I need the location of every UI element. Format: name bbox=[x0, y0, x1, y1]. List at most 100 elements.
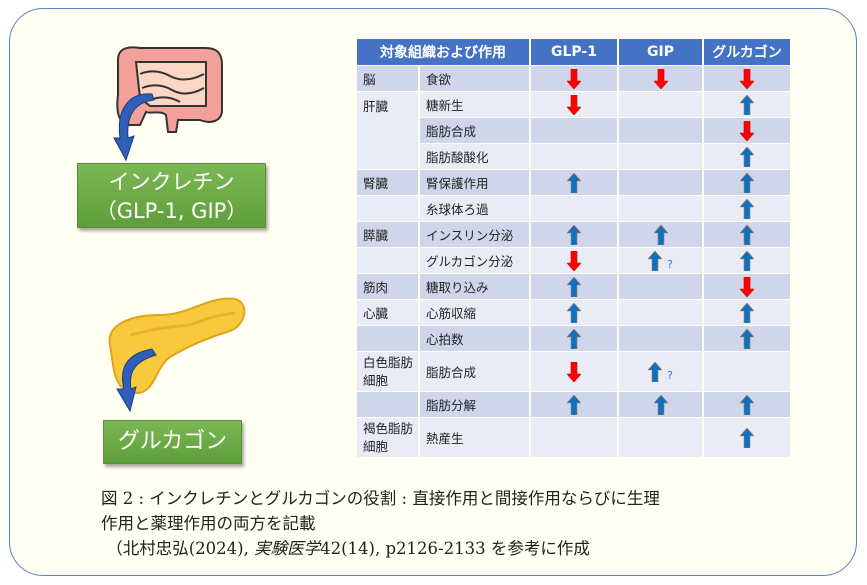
gip-effect-cell bbox=[619, 300, 702, 325]
glucagon-effect-cell bbox=[704, 248, 790, 273]
reference-details: 42(14), p2126-2133 を参考に作成 bbox=[320, 539, 590, 558]
glp1-effect-cell bbox=[531, 196, 617, 221]
organ-cell: 白色脂肪細胞 bbox=[357, 352, 418, 391]
down-arrow-icon bbox=[739, 68, 755, 89]
organ-cell bbox=[357, 392, 418, 417]
glucagon-effect-cell bbox=[704, 196, 790, 221]
down-arrow-icon bbox=[739, 276, 755, 297]
up-arrow-icon bbox=[566, 394, 582, 415]
glp1-effect-cell bbox=[531, 392, 617, 417]
up-arrow-icon bbox=[566, 224, 582, 245]
gip-effect-cell: ? bbox=[619, 248, 702, 273]
organ-cell bbox=[357, 326, 418, 351]
action-cell: 糸球体ろ過 bbox=[420, 196, 529, 221]
up-arrow-icon bbox=[739, 224, 755, 245]
glp1-effect-cell bbox=[531, 66, 617, 91]
action-cell: 心拍数 bbox=[420, 326, 529, 351]
glucagon-effect-cell bbox=[704, 326, 790, 351]
gip-effect-cell bbox=[619, 170, 702, 195]
organ-cell: 心臓 bbox=[357, 300, 418, 325]
glp1-effect-cell bbox=[531, 144, 617, 169]
glucagon-effect-cell bbox=[704, 66, 790, 91]
up-arrow-icon bbox=[566, 172, 582, 193]
table-row: 脂肪酸酸化 bbox=[357, 144, 790, 169]
table-row: 脂肪合成 bbox=[357, 118, 790, 143]
action-cell: 食欲 bbox=[420, 66, 529, 91]
header-glucagon: グルカゴン bbox=[704, 39, 790, 65]
up-arrow-icon bbox=[739, 146, 755, 167]
up-arrow-icon bbox=[739, 250, 755, 271]
glp1-effect-cell bbox=[531, 326, 617, 351]
down-arrow-icon bbox=[566, 250, 582, 271]
glucagon-effect-cell bbox=[704, 300, 790, 325]
table-row: 心臓 心筋収縮 bbox=[357, 300, 790, 325]
organ-cell bbox=[357, 248, 418, 273]
action-cell: 脂肪酸酸化 bbox=[420, 144, 529, 169]
up-arrow-icon bbox=[652, 224, 669, 245]
glp1-effect-cell bbox=[531, 300, 617, 325]
organ-cell: 膵臓 bbox=[357, 222, 418, 247]
down-arrow-icon bbox=[739, 120, 755, 141]
up-arrow-icon bbox=[739, 94, 755, 115]
action-cell: インスリン分泌 bbox=[420, 222, 529, 247]
glucagon-effect-cell bbox=[704, 144, 790, 169]
caption-line-2: 作用と薬理作用の両方を記載 bbox=[101, 514, 316, 533]
curved-arrow-icon bbox=[113, 93, 155, 162]
action-cell: グルカゴン分泌 bbox=[420, 248, 529, 273]
incretin-title: インクレチン bbox=[108, 170, 235, 194]
glp1-effect-cell bbox=[531, 248, 617, 273]
action-cell: 糖新生 bbox=[420, 92, 529, 117]
caption-line-1: 図 2 : インクレチンとグルカゴンの役割 : 直接作用と間接作用ならびに生理 bbox=[101, 489, 660, 508]
glp1-effect-cell bbox=[531, 418, 617, 457]
gip-effect-cell bbox=[619, 118, 702, 143]
incretin-subtitle: （GLP-1, GIP） bbox=[95, 199, 248, 223]
glucagon-effect-cell bbox=[704, 92, 790, 117]
action-cell: 脂肪合成 bbox=[420, 118, 529, 143]
reference-journal: 実験医学 bbox=[254, 539, 321, 558]
glucagon-effect-cell bbox=[704, 170, 790, 195]
intestine-illustration bbox=[116, 46, 223, 133]
table-row: 腎臓 腎保護作用 bbox=[357, 170, 790, 195]
table-row: 心拍数 bbox=[357, 326, 790, 351]
gip-effect-cell bbox=[619, 326, 702, 351]
down-arrow-icon bbox=[566, 94, 582, 115]
gip-effect-cell bbox=[619, 196, 702, 221]
figure-caption: 図 2 : インクレチンとグルカゴンの役割 : 直接作用と間接作用ならびに生理 … bbox=[101, 486, 660, 561]
reference-author: （北村忠弘(2024), bbox=[106, 539, 255, 558]
table-row: 脳食欲 bbox=[357, 66, 790, 91]
organ-cell: 脳 bbox=[357, 66, 418, 91]
action-cell: 脂肪分解 bbox=[420, 392, 529, 417]
uncertain-mark: ? bbox=[667, 368, 673, 382]
glp1-effect-cell bbox=[531, 352, 617, 391]
glucagon-effect-cell bbox=[704, 418, 790, 457]
gip-effect-cell bbox=[619, 418, 702, 457]
up-arrow-icon bbox=[647, 361, 663, 382]
table-row: 筋肉 糖取り込み bbox=[357, 274, 790, 299]
up-arrow-icon bbox=[739, 172, 755, 193]
gip-effect-cell bbox=[619, 222, 702, 247]
organ-cell: 褐色脂肪細胞 bbox=[357, 418, 418, 457]
incretin-label-box: インクレチン （GLP-1, GIP） bbox=[77, 163, 266, 228]
table-row: 脂肪分解 bbox=[357, 392, 790, 417]
table-row: グルカゴン分泌? bbox=[357, 248, 790, 273]
glp1-effect-cell bbox=[531, 118, 617, 143]
gip-effect-cell bbox=[619, 274, 702, 299]
action-cell: 熱産生 bbox=[420, 418, 529, 457]
table-header-row: 対象組織および作用 GLP-1 GIP グルカゴン bbox=[357, 39, 790, 65]
caption-reference: （北村忠弘(2024), 実験医学42(14), p2126-2133 を参考に… bbox=[101, 536, 660, 561]
glucagon-effect-cell bbox=[704, 118, 790, 143]
glucagon-effect-cell bbox=[704, 392, 790, 417]
glp1-effect-cell bbox=[531, 274, 617, 299]
up-arrow-icon bbox=[652, 394, 669, 415]
uncertain-mark: ? bbox=[667, 257, 673, 271]
action-cell: 腎保護作用 bbox=[420, 170, 529, 195]
table-row: 肝臓 糖新生 bbox=[357, 92, 790, 169]
organ-cell: 肝臓 bbox=[357, 92, 418, 169]
gip-effect-cell bbox=[619, 66, 702, 91]
organ-cell bbox=[357, 196, 418, 221]
glucagon-label-box: グルカゴン bbox=[103, 420, 242, 464]
table-row: 膵臓 インスリン分泌 bbox=[357, 222, 790, 247]
action-cell: 脂肪合成 bbox=[420, 352, 529, 391]
action-cell: 糖取り込み bbox=[420, 274, 529, 299]
table-row: 白色脂肪細胞 脂肪合成? bbox=[357, 352, 790, 391]
